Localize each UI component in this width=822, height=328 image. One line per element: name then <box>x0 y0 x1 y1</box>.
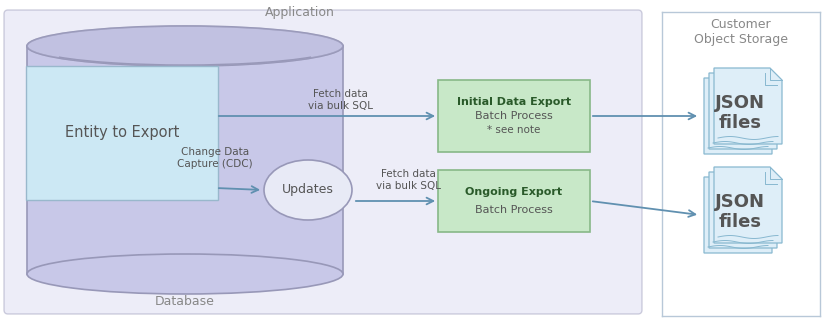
Text: Batch Process: Batch Process <box>475 205 553 215</box>
Text: Initial Data Export: Initial Data Export <box>457 97 571 107</box>
Text: JSON
files: JSON files <box>715 93 765 133</box>
Ellipse shape <box>27 254 343 294</box>
Polygon shape <box>714 68 782 144</box>
Ellipse shape <box>264 160 352 220</box>
Text: Fetch data
via bulk SQL: Fetch data via bulk SQL <box>307 89 372 111</box>
Text: Updates: Updates <box>282 183 334 196</box>
Text: Customer
Object Storage: Customer Object Storage <box>694 18 788 46</box>
Bar <box>27 46 343 274</box>
Polygon shape <box>709 73 777 149</box>
Text: JSON
files: JSON files <box>715 193 765 231</box>
Polygon shape <box>714 167 782 243</box>
Text: Database: Database <box>155 295 215 308</box>
Text: * see note: * see note <box>487 125 541 135</box>
Text: Change Data
Capture (CDC): Change Data Capture (CDC) <box>178 147 253 169</box>
Text: Application: Application <box>265 6 335 19</box>
Polygon shape <box>704 78 772 154</box>
FancyBboxPatch shape <box>438 80 590 152</box>
Polygon shape <box>704 177 772 253</box>
FancyBboxPatch shape <box>4 10 642 314</box>
FancyBboxPatch shape <box>26 66 218 200</box>
Text: Entity to Export: Entity to Export <box>65 126 179 140</box>
Text: Fetch data
via bulk SQL: Fetch data via bulk SQL <box>376 169 441 191</box>
Ellipse shape <box>27 26 343 66</box>
Text: Ongoing Export: Ongoing Export <box>465 187 562 197</box>
Polygon shape <box>709 172 777 248</box>
FancyBboxPatch shape <box>438 170 590 232</box>
Text: Batch Process: Batch Process <box>475 111 553 121</box>
Ellipse shape <box>27 26 343 66</box>
